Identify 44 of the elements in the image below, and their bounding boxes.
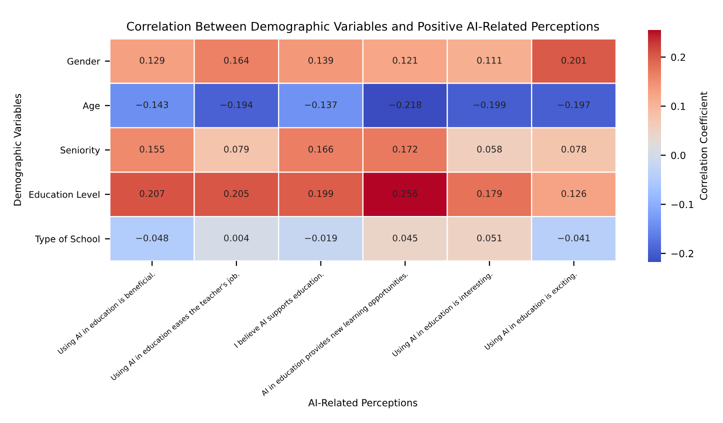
data-label: −0.197 (558, 101, 590, 108)
color-bar-label: 0.0 (671, 152, 686, 160)
data-label: 0.179 (477, 190, 502, 197)
data-label: 0.004 (224, 234, 249, 242)
data-label: −0.048 (136, 234, 168, 242)
data-label: 0.051 (477, 234, 502, 242)
y-axis-title: Demographic Variables (14, 94, 23, 206)
data-label: −0.199 (474, 101, 506, 108)
data-label: 0.111 (477, 56, 502, 64)
x-axis-title: AI-Related Perceptions (308, 398, 418, 408)
y-tick-label: Education Level (29, 190, 100, 198)
chart-title: Correlation Between Demographic Variables and Positive AI-Related Perceptions (126, 22, 600, 34)
data-label: 0.121 (392, 56, 418, 64)
data-label: 0.205 (224, 190, 249, 197)
data-label: 0.199 (308, 190, 334, 197)
color-bar-label: −0.1 (672, 200, 694, 208)
color-bar-label: 0.2 (671, 54, 686, 61)
data-label: −0.218 (389, 101, 422, 108)
y-tick-label: Age (82, 102, 100, 111)
data-label: 0.129 (140, 56, 164, 64)
data-label: 0.256 (392, 190, 418, 197)
data-label: −0.041 (558, 234, 590, 242)
data-label: −0.194 (220, 101, 253, 108)
data-label: 0.172 (392, 146, 418, 153)
data-label: 0.045 (392, 234, 418, 242)
color-bar-label: −0.2 (672, 250, 694, 258)
data-label: 0.164 (224, 56, 249, 64)
y-tick-label: Type of School (35, 235, 100, 244)
data-label: 0.207 (140, 190, 164, 197)
data-label: −0.019 (305, 234, 337, 242)
color-bar-title: Correlation Coefficient (700, 92, 708, 200)
data-label: −0.137 (305, 101, 337, 108)
data-label: 0.079 (224, 146, 249, 153)
data-label: −0.143 (136, 101, 168, 108)
data-label: 0.201 (561, 56, 586, 64)
data-label: 0.166 (308, 146, 334, 153)
data-label: 0.139 (308, 56, 334, 64)
y-tick-label: Seniority (60, 146, 100, 156)
data-label: 0.078 (561, 146, 586, 153)
data-label: 0.155 (140, 146, 164, 153)
data-label: 0.126 (561, 190, 586, 197)
data-label: 0.058 (477, 146, 502, 153)
color-bar-label: 0.1 (671, 102, 686, 110)
y-tick-label: Gender (67, 58, 100, 65)
